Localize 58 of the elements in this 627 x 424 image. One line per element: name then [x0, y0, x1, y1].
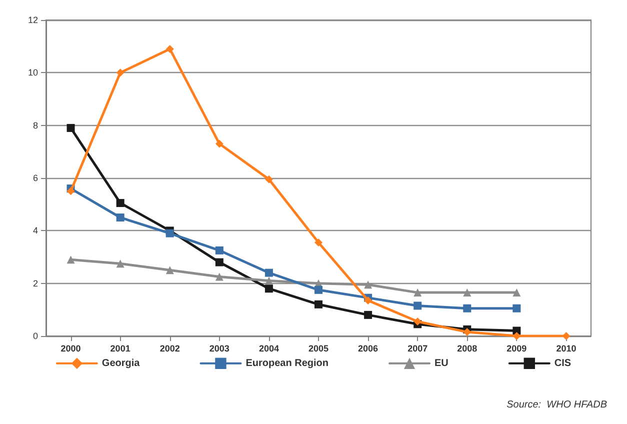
y-tick-label: 0	[32, 331, 38, 341]
point	[414, 288, 422, 297]
source-note: Source: WHO HFADB	[506, 400, 608, 410]
x-tick-label: 2001	[110, 344, 130, 354]
point	[116, 199, 124, 208]
point	[116, 260, 124, 268]
point	[463, 328, 472, 336]
point	[264, 268, 273, 277]
point	[166, 44, 174, 53]
point	[562, 332, 570, 340]
point	[215, 258, 224, 266]
point	[314, 238, 322, 247]
point	[166, 266, 174, 274]
x-tick-label: 2003	[209, 344, 230, 354]
point	[215, 140, 224, 148]
point	[463, 288, 472, 297]
x-tick-label: 2000	[60, 344, 81, 354]
point	[215, 272, 224, 281]
point	[66, 256, 75, 264]
legend-label: CIS	[554, 358, 572, 369]
y-tick-label: 8	[32, 120, 38, 130]
y-tick-label: 2	[32, 278, 38, 288]
point	[512, 332, 521, 340]
point	[215, 246, 224, 254]
legend-label: European Region	[246, 358, 329, 369]
x-tick-label: 2004	[258, 344, 279, 354]
y-tick-label: 4	[32, 226, 38, 236]
point	[414, 302, 422, 310]
point	[314, 300, 322, 308]
point	[166, 229, 174, 238]
point	[264, 284, 273, 293]
point	[116, 68, 124, 77]
point	[264, 276, 273, 285]
y-tick-label: 6	[32, 173, 38, 183]
legend-label: Georgia	[102, 358, 140, 369]
point	[66, 187, 75, 196]
point	[314, 286, 322, 294]
point	[364, 296, 372, 304]
point	[414, 318, 422, 326]
x-tick-label: 2005	[308, 344, 329, 354]
y-tick-label: 12	[28, 15, 38, 25]
point	[364, 310, 372, 319]
x-tick-label: 2010	[556, 344, 576, 354]
point	[116, 214, 124, 222]
legend-label: EU	[434, 358, 448, 369]
point	[463, 304, 472, 312]
point	[512, 326, 521, 335]
point	[364, 280, 372, 289]
x-tick-label: 2007	[408, 344, 428, 354]
point	[512, 288, 521, 297]
x-tick-label: 2009	[506, 344, 527, 354]
point	[512, 304, 521, 312]
point	[264, 175, 273, 184]
y-tick-label: 10	[28, 68, 38, 78]
x-tick-label: 2008	[457, 344, 478, 354]
x-tick-label: 2002	[160, 344, 180, 354]
x-tick-label: 2006	[358, 344, 378, 354]
point	[66, 124, 75, 132]
